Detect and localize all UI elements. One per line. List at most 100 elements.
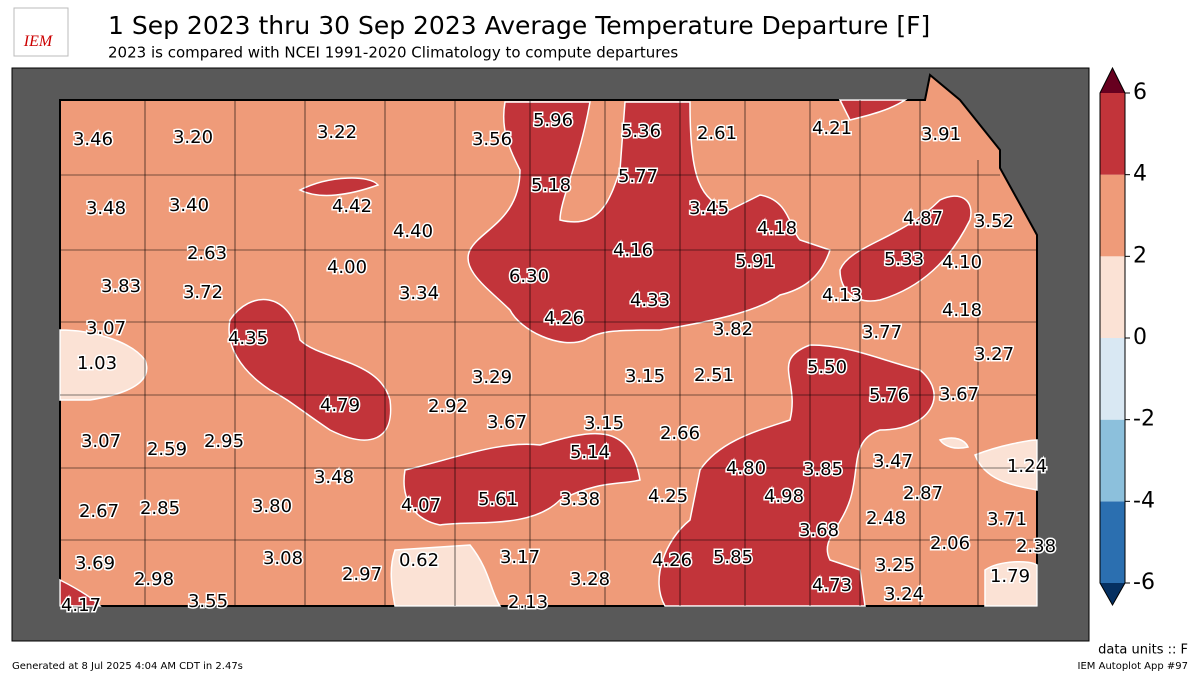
colorbar-bin — [1100, 338, 1125, 420]
station-value: 3.48 — [314, 467, 354, 488]
station-value: 2.13 — [508, 592, 548, 613]
station-value: 3.82 — [713, 319, 753, 340]
station-value: 3.07 — [86, 318, 126, 339]
app-note: IEM Autoplot App #97 — [1078, 661, 1188, 672]
station-value: 2.48 — [866, 508, 906, 529]
station-value: 3.56 — [472, 129, 512, 150]
station-value: 2.67 — [79, 501, 119, 522]
station-value: 3.91 — [921, 124, 961, 145]
station-value: 3.34 — [399, 283, 439, 304]
station-value: 1.24 — [1007, 456, 1047, 477]
colorbar-bin — [1100, 256, 1125, 338]
station-value: 2.95 — [204, 431, 244, 452]
warm-contours — [59, 99, 972, 607]
station-value: 5.61 — [478, 489, 518, 510]
station-value: 4.18 — [757, 218, 797, 239]
station-value: 3.20 — [173, 127, 213, 148]
station-value: 5.18 — [531, 175, 571, 196]
colorbar-under — [1100, 583, 1125, 605]
colorbar-bin — [1100, 174, 1125, 257]
station-value: 3.15 — [625, 366, 665, 387]
station-value: 5.77 — [618, 166, 658, 187]
station-value: 2.63 — [187, 243, 227, 264]
station-value: 2.97 — [342, 564, 382, 585]
colorbar-tick-label: -2 — [1133, 407, 1155, 432]
station-value: 3.69 — [75, 553, 115, 574]
station-value: 3.55 — [188, 591, 228, 612]
colorbar-tick-label: 0 — [1133, 325, 1147, 350]
units-note: data units :: F — [1098, 643, 1188, 658]
station-value: 3.40 — [169, 195, 209, 216]
station-value: 2.61 — [697, 123, 737, 144]
station-value: 3.07 — [81, 431, 121, 452]
station-value: 3.29 — [472, 367, 512, 388]
station-value: 3.25 — [875, 555, 915, 576]
colorbar-bin — [1100, 93, 1125, 175]
station-value: 2.87 — [903, 483, 943, 504]
colorbar-over — [1100, 68, 1125, 93]
station-value: 5.85 — [713, 547, 753, 568]
station-value: 3.17 — [500, 547, 540, 568]
station-value: 1.03 — [77, 353, 117, 374]
station-value: 3.68 — [799, 520, 839, 541]
station-value: 3.27 — [974, 344, 1014, 365]
station-value: 3.72 — [183, 282, 223, 303]
station-value: 4.79 — [320, 395, 360, 416]
station-value: 3.83 — [101, 276, 141, 297]
station-value: 4.18 — [942, 300, 982, 321]
station-value: 3.38 — [560, 489, 600, 510]
logo: IEM — [23, 33, 54, 50]
station-value: 6.30 — [509, 266, 549, 287]
station-value: 4.42 — [332, 196, 372, 217]
station-value: 4.13 — [822, 285, 862, 306]
colorbar-tick-label: 6 — [1133, 80, 1147, 105]
station-value: 4.10 — [942, 252, 982, 273]
station-value: 5.91 — [735, 251, 775, 272]
station-value: 3.15 — [584, 413, 624, 434]
station-value: 5.36 — [621, 121, 661, 142]
station-value: 3.47 — [873, 451, 913, 472]
station-value: 4.16 — [613, 240, 653, 261]
station-value: 2.38 — [1016, 536, 1056, 557]
station-value: 4.26 — [544, 308, 584, 329]
station-value: 3.71 — [987, 509, 1027, 530]
colorbar-tick-label: 2 — [1133, 243, 1147, 268]
colorbar-bin — [1100, 419, 1125, 502]
station-value: 2.06 — [930, 533, 970, 554]
station-value: 4.73 — [812, 575, 852, 596]
subtitle: 2023 is compared with NCEI 1991-2020 Cli… — [108, 44, 678, 62]
station-value: 4.17 — [61, 595, 101, 616]
station-value: 2.59 — [147, 439, 187, 460]
station-value: 5.50 — [807, 357, 847, 378]
station-value: 5.14 — [570, 442, 610, 463]
station-value: 3.45 — [689, 198, 729, 219]
station-value: 4.00 — [327, 257, 367, 278]
generated-note: Generated at 8 Jul 2025 4:04 AM CDT in 2… — [12, 661, 243, 672]
station-value: 3.46 — [73, 129, 113, 150]
station-value: 5.33 — [884, 249, 924, 270]
station-value: 2.85 — [140, 498, 180, 519]
colorbar-tick-label: -4 — [1133, 488, 1155, 513]
station-value: 3.24 — [884, 584, 924, 605]
station-value: 1.79 — [990, 566, 1030, 587]
station-value: 4.21 — [812, 118, 852, 139]
station-value: 3.52 — [974, 211, 1014, 232]
station-value: 4.98 — [764, 486, 804, 507]
station-value: 2.51 — [694, 365, 734, 386]
cool-contours — [59, 329, 1038, 607]
station-value: 2.98 — [134, 569, 174, 590]
station-value: 4.26 — [652, 550, 692, 571]
station-value: 5.96 — [533, 110, 573, 131]
station-value: 4.33 — [630, 290, 670, 311]
station-value: 2.66 — [660, 423, 700, 444]
station-value: 4.35 — [228, 328, 268, 349]
station-value: 3.48 — [86, 198, 126, 219]
station-value: 3.80 — [252, 496, 292, 517]
logo-box — [13, 7, 69, 57]
station-value: 3.28 — [570, 569, 610, 590]
station-value: 3.08 — [263, 548, 303, 569]
station-value: 3.85 — [803, 459, 843, 480]
colorbar-tick-label: 4 — [1133, 162, 1147, 187]
title: 1 Sep 2023 thru 30 Sep 2023 Average Temp… — [108, 11, 930, 40]
